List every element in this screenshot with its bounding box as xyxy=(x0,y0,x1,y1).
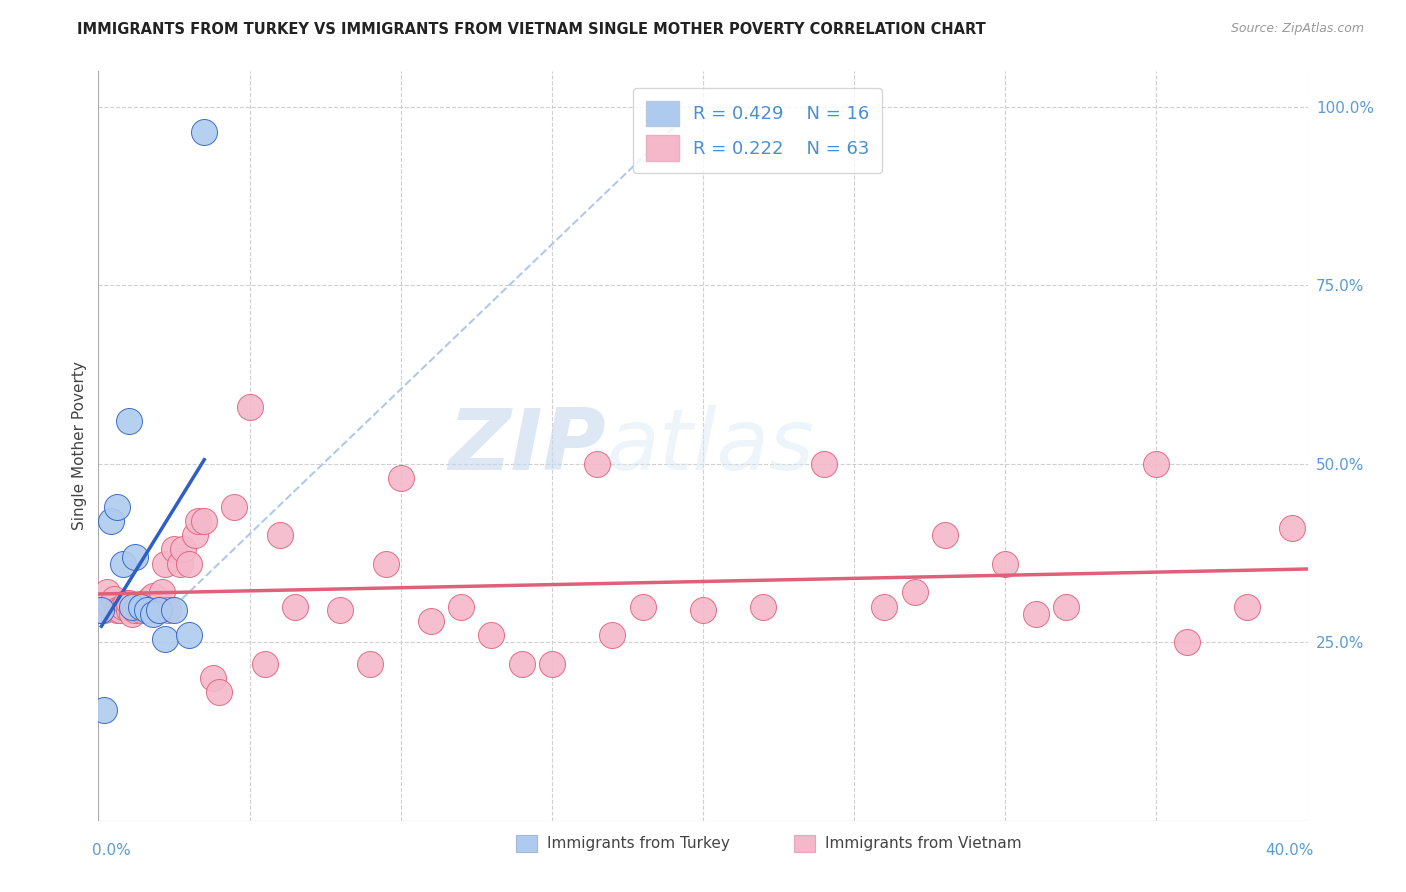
Point xyxy=(93,603,115,617)
Text: 40.0%: 40.0% xyxy=(1265,843,1313,858)
Point xyxy=(153,632,176,646)
Point xyxy=(172,542,194,557)
Point xyxy=(934,528,956,542)
Point xyxy=(163,603,186,617)
Point xyxy=(156,603,179,617)
Text: IMMIGRANTS FROM TURKEY VS IMMIGRANTS FROM VIETNAM SINGLE MOTHER POVERTY CORRELAT: IMMIGRANTS FROM TURKEY VS IMMIGRANTS FRO… xyxy=(77,22,986,37)
Point xyxy=(121,599,143,614)
Point xyxy=(163,542,186,557)
Point xyxy=(602,628,624,642)
Point xyxy=(121,607,143,621)
Point xyxy=(100,599,122,614)
Point xyxy=(93,703,115,717)
Point xyxy=(105,500,128,514)
Point xyxy=(187,514,209,528)
Text: 0.0%: 0.0% xyxy=(93,843,131,858)
Point xyxy=(904,585,927,599)
Text: Immigrants from Turkey: Immigrants from Turkey xyxy=(547,836,730,851)
Point xyxy=(193,514,215,528)
Point xyxy=(90,603,112,617)
Point xyxy=(1054,599,1077,614)
Point xyxy=(253,657,276,671)
Point xyxy=(1236,599,1258,614)
Point xyxy=(389,471,412,485)
Point xyxy=(118,414,141,428)
Bar xyxy=(793,835,815,852)
Point xyxy=(145,603,167,617)
Point xyxy=(284,599,307,614)
Point xyxy=(124,603,146,617)
Point xyxy=(100,514,122,528)
Point xyxy=(111,599,134,614)
Point xyxy=(118,603,141,617)
Point xyxy=(239,400,262,414)
Point xyxy=(224,500,246,514)
Point xyxy=(269,528,291,542)
Point xyxy=(129,603,152,617)
Point xyxy=(127,599,149,614)
Point xyxy=(481,628,503,642)
Point xyxy=(420,614,443,628)
Point xyxy=(153,557,176,571)
Point xyxy=(873,599,896,614)
Point xyxy=(813,457,835,471)
Point xyxy=(129,599,152,614)
Legend: R = 0.429    N = 16, R = 0.222    N = 63: R = 0.429 N = 16, R = 0.222 N = 63 xyxy=(634,88,882,173)
Point xyxy=(148,603,170,617)
Point xyxy=(202,671,225,685)
Point xyxy=(96,585,118,599)
Point xyxy=(139,592,162,607)
Point xyxy=(540,657,562,671)
Y-axis label: Single Mother Poverty: Single Mother Poverty xyxy=(72,361,87,531)
Point xyxy=(108,603,131,617)
Point xyxy=(692,603,714,617)
Point xyxy=(169,557,191,571)
Point xyxy=(374,557,396,571)
Point xyxy=(586,457,609,471)
Point xyxy=(135,599,157,614)
Point xyxy=(124,549,146,564)
Point xyxy=(360,657,382,671)
Point xyxy=(1024,607,1046,621)
Point xyxy=(1281,521,1303,535)
Point xyxy=(148,596,170,610)
Point xyxy=(193,125,215,139)
Point xyxy=(105,603,128,617)
Point xyxy=(1175,635,1198,649)
Text: atlas: atlas xyxy=(606,404,814,488)
Point xyxy=(631,599,654,614)
Point xyxy=(114,596,136,610)
Text: Source: ZipAtlas.com: Source: ZipAtlas.com xyxy=(1230,22,1364,36)
Point xyxy=(142,589,165,603)
Point xyxy=(132,596,155,610)
Point xyxy=(135,603,157,617)
Point xyxy=(179,628,201,642)
Text: ZIP: ZIP xyxy=(449,404,606,488)
Point xyxy=(111,557,134,571)
Point xyxy=(994,557,1017,571)
Point xyxy=(179,557,201,571)
Point xyxy=(184,528,207,542)
Point xyxy=(142,607,165,621)
Point xyxy=(510,657,533,671)
Point xyxy=(1144,457,1167,471)
Point xyxy=(90,603,112,617)
Bar xyxy=(516,835,537,852)
Point xyxy=(150,585,173,599)
Text: Immigrants from Vietnam: Immigrants from Vietnam xyxy=(825,836,1022,851)
Point xyxy=(450,599,472,614)
Point xyxy=(103,592,125,607)
Point xyxy=(752,599,775,614)
Point xyxy=(329,603,352,617)
Point xyxy=(118,596,141,610)
Point xyxy=(208,685,231,699)
